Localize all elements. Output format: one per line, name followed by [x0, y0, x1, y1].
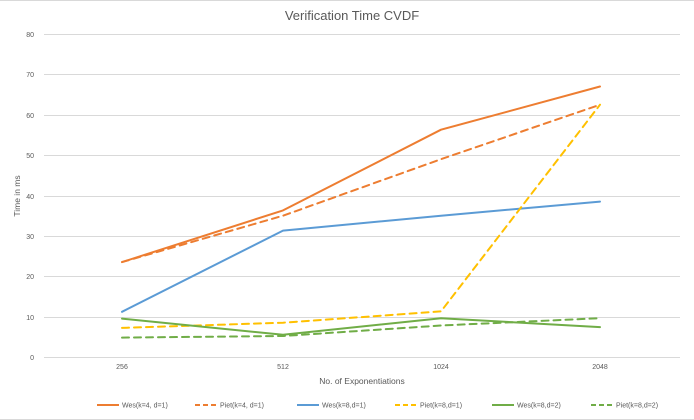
- series-line-1: [121, 103, 601, 264]
- legend-item-label: Wes(k=8,d=1): [322, 403, 366, 410]
- y-tick-label: 60: [26, 113, 34, 120]
- y-axis-ticks: 0 10 20 30 40 50 60 70 80: [26, 32, 34, 362]
- series-line-2: [121, 200, 601, 313]
- y-axis-label: Time in ms: [12, 175, 22, 216]
- y-tick-label: 0: [30, 355, 34, 362]
- y-tick-label: 70: [26, 72, 34, 79]
- x-tick-label: 2048: [592, 364, 608, 371]
- y-tick-label: 10: [26, 315, 34, 322]
- legend-item-label: Piet(k=8,d=1): [420, 403, 462, 410]
- y-tick-label: 20: [26, 274, 34, 281]
- legend-item-label: Piet(k=8,d=2): [616, 403, 658, 410]
- x-tick-label: 512: [277, 364, 289, 371]
- y-tick-label: 80: [26, 32, 34, 39]
- gridlines: [44, 34, 680, 358]
- x-axis-label: No. of Exponentiations: [319, 376, 405, 386]
- y-tick-label: 40: [26, 194, 34, 201]
- y-tick-label: 30: [26, 234, 34, 241]
- series-line-5: [121, 317, 601, 339]
- y-tick-label: 50: [26, 153, 34, 160]
- series-line-4: [121, 317, 601, 336]
- legend-item-label: Piet(k=4, d=1): [220, 403, 264, 410]
- series-lines: [121, 85, 601, 339]
- x-tick-label: 256: [116, 364, 128, 371]
- legend: Wes(k=4, d=1) Piet(k=4, d=1) Wes(k=8,d=1) P…: [97, 403, 658, 410]
- legend-item-label: Wes(k=8,d=2): [517, 403, 561, 410]
- series-line-0: [121, 85, 601, 264]
- series-line-3: [121, 103, 601, 329]
- chart-title: Verification Time CVDF: [285, 8, 419, 23]
- x-axis-ticks: 256 512 1024 2048: [116, 364, 608, 371]
- legend-item-label: Wes(k=4, d=1): [122, 403, 168, 410]
- x-tick-label: 1024: [433, 364, 449, 371]
